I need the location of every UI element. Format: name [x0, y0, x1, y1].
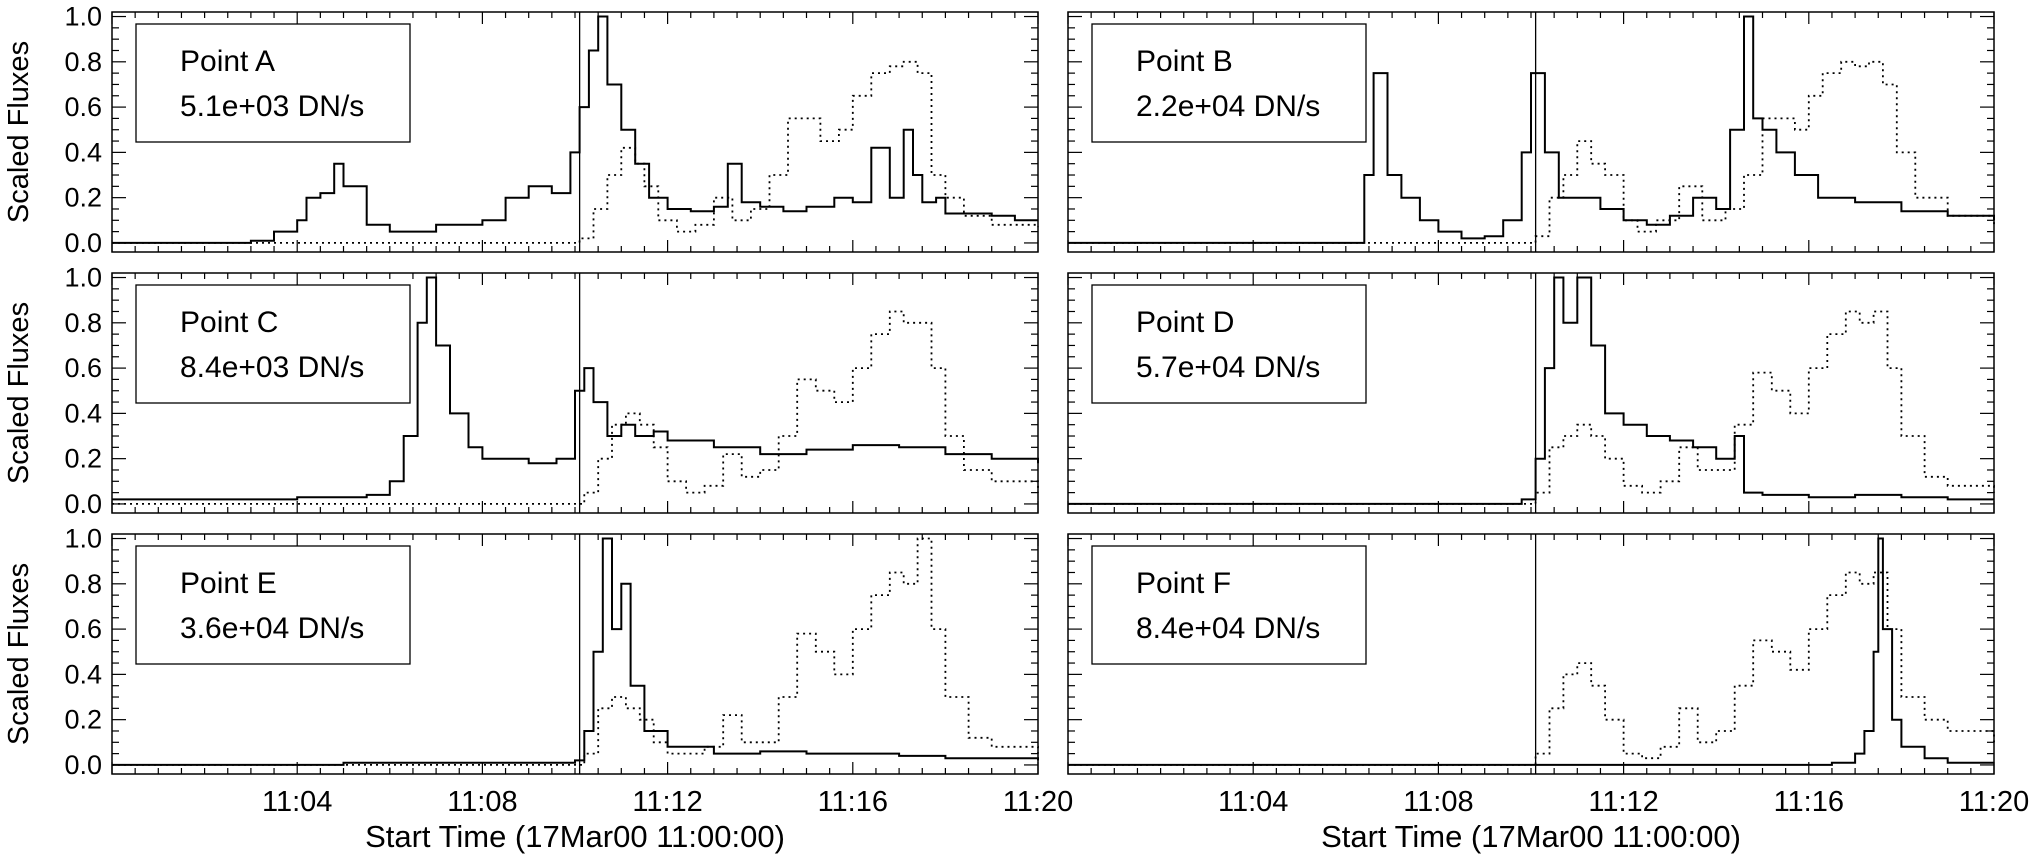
x-tick-label: 11:20 [1003, 786, 1073, 818]
y-tick-label: 0.2 [64, 444, 102, 474]
y-axis-label: Scaled Fluxes [3, 563, 35, 745]
legend-point-name: Point D [1136, 306, 1234, 339]
y-tick-label: 0.6 [64, 614, 102, 644]
y-tick-label: 0.0 [64, 750, 102, 780]
x-tick-label: 11:12 [632, 786, 702, 818]
panel-point-e: 0.0 0.2 0.4 0.6 0.8 1.0 Scaled Fluxes 11:04 11:0… [3, 524, 1073, 854]
y-tick-label: 0.4 [64, 398, 102, 428]
panel-point-d: Point D 5.7e+04 DN/s [1067, 272, 1995, 514]
panel-point-f: 11:04 11:08 11:12 11:16 11:20 Start Time (17M… [1067, 533, 2029, 854]
legend-flux-value: 5.1e+03 DN/s [180, 90, 364, 123]
series-dotted-line [1068, 60, 1995, 244]
legend-box [1091, 545, 1367, 665]
legend-point-name: Point F [1136, 567, 1231, 600]
y-tick-label: 0.8 [64, 47, 102, 77]
y-tick-label: 1.0 [64, 524, 102, 554]
y-tick-label: 0.2 [64, 183, 102, 213]
y-tick-label: 1.0 [64, 2, 102, 32]
legend-box [1091, 284, 1367, 404]
legend-flux-value: 8.4e+04 DN/s [1136, 612, 1320, 645]
y-tick-label: 0.8 [64, 569, 102, 599]
x-tick-label: 11:20 [1959, 786, 2029, 818]
y-tick-label: 1.0 [64, 263, 102, 293]
panel-point-c: 0.0 0.2 0.4 0.6 0.8 1.0 Scaled Fluxes Point C 8.… [3, 263, 1039, 519]
series-solid-line [1068, 15, 1995, 244]
y-tick-label: 0.0 [64, 228, 102, 258]
panel-point-a: 0.0 0.2 0.4 0.6 0.8 1.0 Scaled Fluxes Point A 5.… [3, 2, 1039, 258]
y-tick-label: 0.4 [64, 137, 102, 167]
y-tick-label: 0.2 [64, 705, 102, 735]
legend-point-name: Point B [1136, 45, 1233, 78]
y-tick-label: 0.4 [64, 659, 102, 689]
panel-point-b: Point B 2.2e+04 DN/s [1067, 11, 1995, 253]
series-solid-line [1068, 537, 1994, 766]
x-axis-label: Start Time (17Mar00 11:00:00) [365, 819, 785, 854]
legend-point-name: Point C [180, 306, 278, 339]
y-tick-label: 0.6 [64, 92, 102, 122]
legend-flux-value: 3.6e+04 DN/s [180, 612, 364, 645]
y-tick-label: 0.6 [64, 353, 102, 383]
legend-flux-value: 2.2e+04 DN/s [1136, 90, 1320, 123]
series-dotted-line [112, 310, 1039, 505]
legend-box [135, 23, 411, 143]
legend-box [135, 284, 411, 404]
series-solid-line [112, 276, 1039, 501]
legend-flux-value: 5.7e+04 DN/s [1136, 351, 1320, 384]
legend-point-name: Point A [180, 45, 275, 78]
x-tick-label: 11:12 [1588, 786, 1658, 818]
y-axis-label: Scaled Fluxes [3, 41, 35, 223]
series-solid-line [112, 537, 1039, 766]
series-solid-line [1068, 276, 1994, 505]
x-tick-label: 11:08 [447, 786, 517, 818]
series-dotted-line [112, 537, 1039, 766]
series-solid-line [112, 15, 1038, 244]
y-tick-label: 0.0 [64, 489, 102, 519]
x-tick-label: 11:04 [262, 786, 332, 818]
x-tick-label: 11:04 [1218, 786, 1288, 818]
legend-box [1091, 23, 1367, 143]
x-tick-label: 11:16 [1774, 786, 1844, 818]
legend-point-name: Point E [180, 567, 277, 600]
x-tick-label: 11:16 [818, 786, 888, 818]
y-axis-label: Scaled Fluxes [3, 302, 35, 484]
y-tick-label: 0.8 [64, 308, 102, 338]
x-axis-label: Start Time (17Mar00 11:00:00) [1321, 819, 1741, 854]
legend-box [135, 545, 411, 665]
x-tick-label: 11:08 [1403, 786, 1473, 818]
legend-flux-value: 8.4e+03 DN/s [180, 351, 364, 384]
